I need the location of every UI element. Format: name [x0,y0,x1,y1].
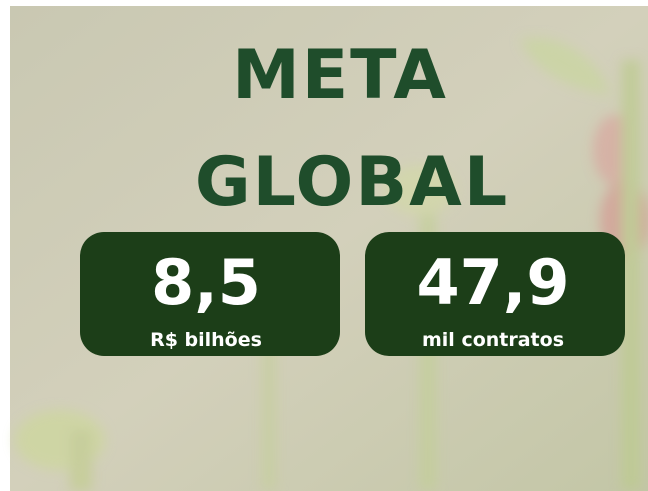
title-line: META [232,36,448,115]
stat-value: 47,9 [417,246,570,319]
stat-unit: mil contratos [422,329,564,351]
stat-unit: R$ bilhões [150,329,262,351]
page: META GLOBAL 8,5 R$ bilhões 47,9 mil cont… [0,0,648,491]
title-line: GLOBAL [195,143,509,222]
stat-value: 8,5 [151,246,261,319]
graphic: META GLOBAL 8,5 R$ bilhões 47,9 mil cont… [0,0,648,491]
